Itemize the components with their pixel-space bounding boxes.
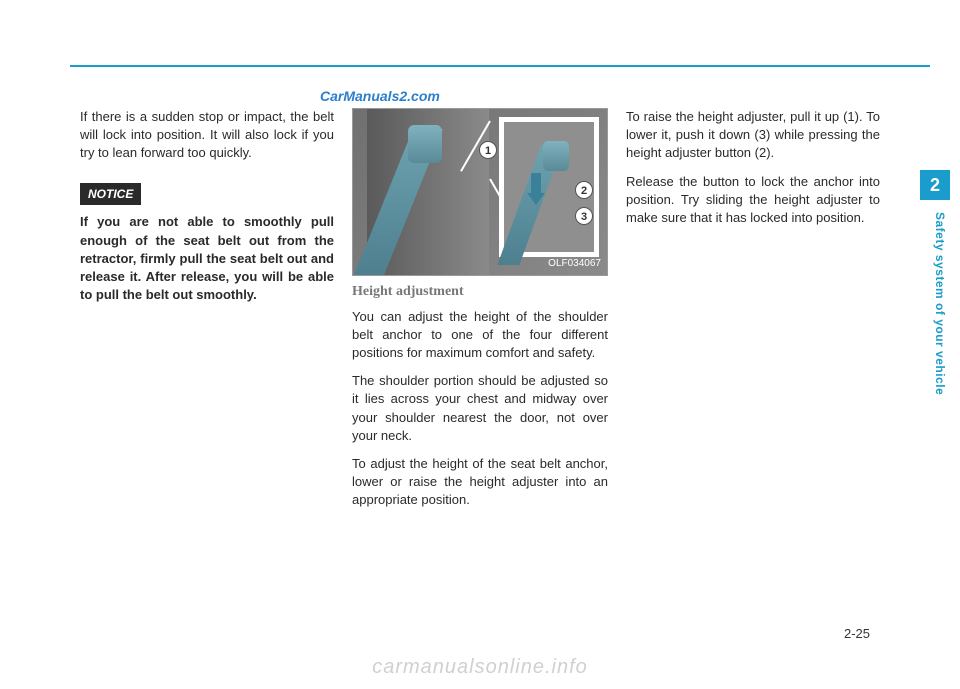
anchor-right — [543, 141, 569, 171]
col1-para1: If there is a sudden stop or impact, the… — [80, 108, 334, 163]
watermark-bottom: carmanualsonline.info — [0, 656, 960, 679]
page-number: 2-25 — [844, 626, 870, 641]
col2-para3: To adjust the height of the seat belt an… — [352, 455, 608, 510]
callout-1: 1 — [479, 141, 497, 159]
callout-3: 3 — [575, 207, 593, 225]
seatbelt-figure: 1 2 3 OLF034067 — [352, 108, 608, 276]
arrow-down-icon — [531, 173, 541, 193]
column-1: If there is a sudden stop or impact, the… — [80, 108, 334, 519]
callout-2: 2 — [575, 181, 593, 199]
col2-para2: The shoulder portion should be adjusted … — [352, 372, 608, 445]
height-adjustment-heading: Height adjustment — [352, 282, 608, 302]
col2-para1: You can adjust the height of the shoulde… — [352, 308, 608, 363]
chapter-label: Safety system of your vehicle — [933, 212, 947, 395]
content-columns: If there is a sudden stop or impact, the… — [80, 108, 880, 519]
chapter-tab: 2 — [920, 170, 950, 200]
col3-para2: Release the button to lock the anchor in… — [626, 173, 880, 228]
col1-notice-text: If you are not able to smoothly pull eno… — [80, 213, 334, 304]
top-rule — [70, 65, 930, 67]
figure-code: OLF034067 — [548, 257, 601, 271]
column-2: 1 2 3 OLF034067 Height adjustment You ca… — [352, 108, 608, 519]
watermark-top: CarManuals2.com — [320, 88, 440, 104]
notice-badge: NOTICE — [80, 183, 141, 206]
col3-para1: To raise the height adjuster, pull it up… — [626, 108, 880, 163]
column-3: To raise the height adjuster, pull it up… — [626, 108, 880, 519]
anchor-left — [408, 125, 442, 163]
